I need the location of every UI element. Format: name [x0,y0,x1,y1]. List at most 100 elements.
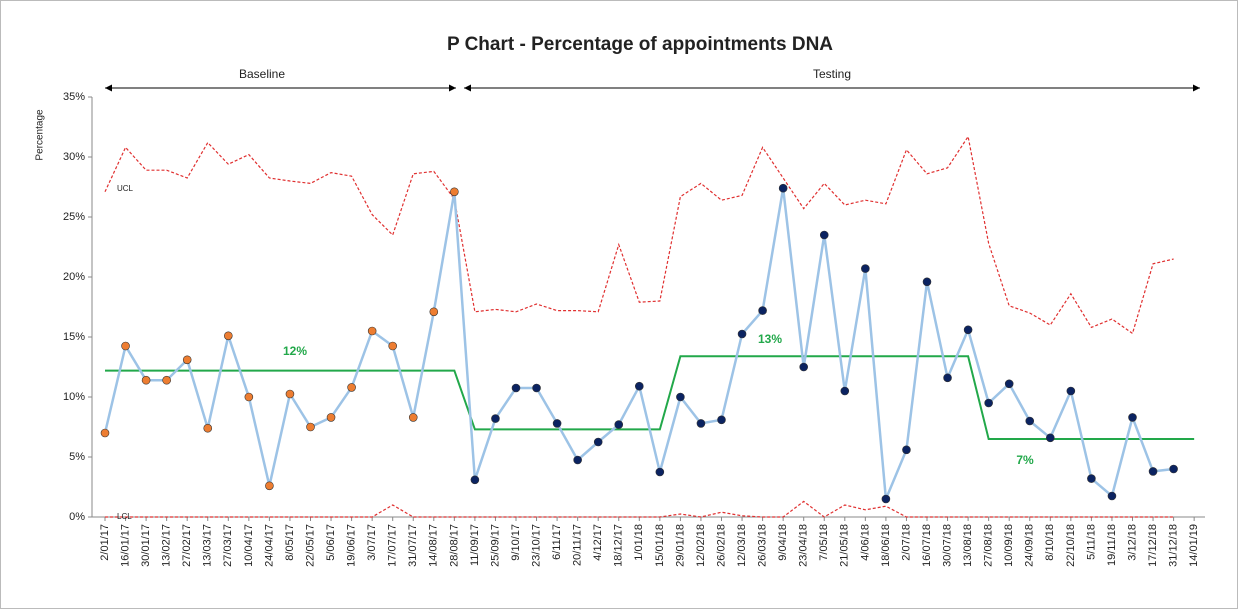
data-line [103,187,1174,500]
y-tick-label: 20% [63,271,85,283]
x-tick-label: 14/01/19 [1188,524,1200,567]
data-point [285,389,295,399]
x-tick-label: 25/09/17 [489,524,501,567]
phase-label: Testing [813,67,851,81]
y-tick-label: 25% [63,211,85,223]
x-tick-label: 23/10/17 [530,524,542,567]
y-tick-label: 10% [63,391,85,403]
x-tick-label: 10/04/17 [243,524,255,567]
x-tick-label: 6/11/17 [551,524,563,560]
x-tick-label: 19/06/17 [346,524,358,567]
x-tick-label: 13/02/17 [161,524,173,567]
x-tick-label: 3/07/17 [366,524,378,561]
x-tick-label: 22/10/18 [1065,524,1077,567]
x-tick-label: 4/06/18 [859,524,871,561]
data-point [141,375,151,385]
data-point [450,187,459,197]
y-tick-label: 30% [63,151,85,163]
data-point [861,264,870,273]
x-tick-label: 5/11/18 [1085,524,1097,560]
x-tick-label: 11/09/17 [469,524,481,566]
data-point [573,455,582,465]
data-point [552,419,562,428]
data-point [758,306,767,315]
ucl-line [104,135,1174,335]
data-point [881,494,891,504]
x-tick-label: 26/02/18 [715,524,727,567]
data-point [1004,379,1014,389]
data-point [655,467,665,477]
x-tick-label: 1/01/18 [633,524,645,561]
data-point [922,277,932,287]
x-tick-label: 17/07/17 [387,524,399,567]
data-point [244,392,254,402]
data-point [470,475,480,485]
data-point [511,383,521,393]
data-point [1087,474,1096,483]
arrow-head [449,84,456,92]
x-tick-label: 12/03/18 [736,524,748,567]
data-point [367,326,377,336]
data-point [408,413,418,422]
x-tick-label: 31/12/18 [1168,524,1180,567]
data-point [429,307,439,317]
x-tick-label: 21/05/18 [839,524,851,567]
x-tick-label: 22/05/17 [304,524,316,567]
data-point [265,481,274,491]
x-tick-label: 31/07/17 [407,524,419,567]
data-point [696,419,706,428]
data-point [326,413,336,422]
x-tick-label: 15/01/18 [654,524,666,567]
x-tick-label: 16/07/18 [921,524,933,567]
data-point [388,341,398,351]
x-tick-label: 12/02/18 [695,524,707,567]
x-tick-label: 4/12/17 [592,524,604,561]
lcl-label: LCL [117,512,132,521]
x-tick-label: 2/07/18 [900,524,912,561]
data-point [943,373,952,383]
chart-title: P Chart - Percentage of appointments DNA [447,34,833,55]
y-tick-label: 5% [69,451,85,463]
data-point [224,331,233,341]
x-tick-label: 27/02/17 [181,524,193,567]
x-tick-label: 18/06/18 [880,524,892,567]
x-tick-label: 13/03/17 [202,524,214,567]
data-point [306,422,315,432]
data-point [676,392,685,402]
arrow-head [1193,84,1200,92]
x-tick-label: 18/12/17 [613,524,625,567]
data-point [1025,416,1035,426]
x-tick-label: 7/05/18 [818,524,830,561]
data-point [840,386,850,396]
x-tick-label: 3/12/18 [1126,524,1138,561]
data-point [1128,413,1137,422]
data-point [162,375,171,385]
data-point [902,445,911,455]
x-tick-label: 30/07/18 [941,524,953,567]
x-tick-label: 8/05/17 [284,524,296,561]
data-point [1148,467,1158,476]
x-tick-label: 5/06/17 [325,524,337,561]
data-point [634,381,644,391]
data-point [347,383,356,392]
data-point [984,398,993,408]
data-point [717,415,726,425]
y-axis-label: Percentage [35,109,46,161]
x-tick-label: 17/12/18 [1147,524,1159,567]
data-point [614,420,624,429]
x-tick-label: 13/08/18 [962,524,974,567]
data-point [121,341,130,351]
x-tick-label: 30/01/17 [140,524,152,567]
y-tick-label: 0% [69,511,85,523]
ucl-label: UCL [117,184,134,193]
x-tick-label: 28/08/17 [448,524,460,567]
lcl-line [105,500,1174,518]
x-tick-label: 16/01/17 [119,524,131,567]
arrow-head [464,84,471,92]
data-point [799,362,809,372]
data-point [593,437,603,447]
x-tick-label: 24/09/18 [1024,524,1036,567]
x-tick-label: 10/09/18 [1003,524,1015,567]
x-tick-label: 2/01/17 [99,524,111,561]
